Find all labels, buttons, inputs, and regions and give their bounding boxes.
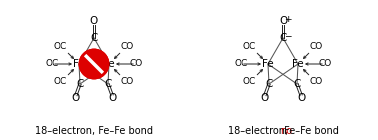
Text: CO: CO [318, 60, 332, 68]
Text: OC: OC [54, 42, 67, 51]
Text: CO: CO [310, 42, 323, 51]
Text: C: C [104, 79, 112, 89]
Text: C: C [90, 33, 98, 43]
Text: CO: CO [121, 77, 134, 86]
Text: CO: CO [121, 42, 134, 51]
Text: OC: OC [243, 77, 256, 86]
Text: OC: OC [54, 77, 67, 86]
Text: CO: CO [310, 77, 323, 86]
Text: OC: OC [243, 42, 256, 51]
Text: Fe–Fe bond: Fe–Fe bond [281, 126, 339, 136]
Text: O: O [72, 93, 80, 103]
Text: O: O [261, 93, 269, 103]
Text: OC: OC [234, 60, 248, 68]
Text: O: O [297, 93, 305, 103]
Text: O: O [90, 17, 98, 26]
Text: C: C [293, 79, 301, 89]
Text: C: C [76, 79, 84, 89]
Text: C: C [279, 33, 287, 43]
Text: Fe: Fe [103, 59, 115, 69]
Text: 18–electron, Fe–Fe bond: 18–electron, Fe–Fe bond [35, 126, 153, 136]
Text: no: no [280, 126, 293, 136]
Text: CO: CO [129, 60, 143, 68]
Text: O: O [279, 17, 287, 26]
Text: C: C [265, 79, 273, 89]
Text: Fe: Fe [73, 59, 85, 69]
Text: Fe: Fe [292, 59, 304, 69]
Text: O: O [108, 93, 116, 103]
Text: Fe: Fe [262, 59, 274, 69]
Text: 18–electron,: 18–electron, [228, 126, 291, 136]
Circle shape [80, 50, 108, 78]
Text: OC: OC [45, 60, 59, 68]
Text: +: + [284, 15, 292, 24]
Text: −: − [284, 32, 292, 40]
